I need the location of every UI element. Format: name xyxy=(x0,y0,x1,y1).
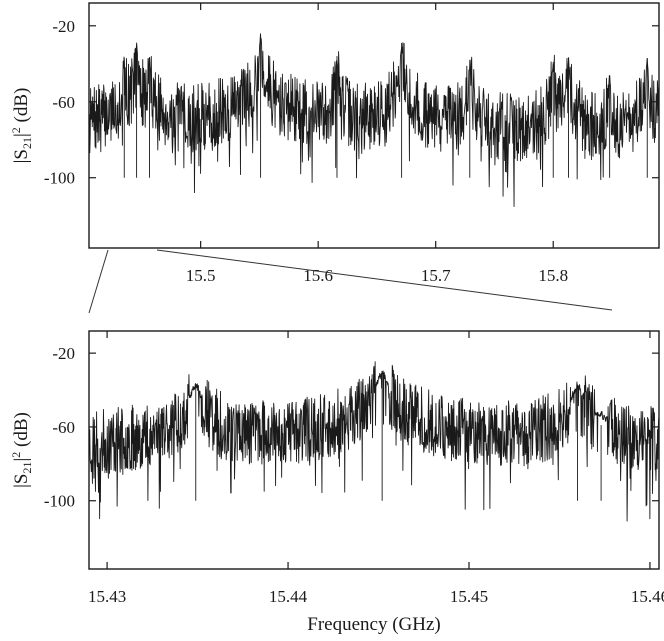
x-tick-label: 15.43 xyxy=(88,587,126,606)
top-y-axis-label: |S21|2 (dB) xyxy=(9,88,34,164)
zoom-connector-right xyxy=(156,249,613,311)
bottom-y-axis-label: |S21|2 (dB) xyxy=(9,412,34,488)
x-tick-label: 15.46 xyxy=(631,587,664,606)
y-tick-label: -100 xyxy=(44,492,75,511)
zoom-connector-left xyxy=(88,249,109,314)
x-tick-label: 15.5 xyxy=(186,266,216,285)
bottom-plot-frame xyxy=(88,330,660,570)
top-panel: -20 -60 -100 15.5 15.6 15.7 15.8 |S21|2 (dB) xyxy=(9,2,660,285)
transmission-trace xyxy=(89,34,659,207)
y-tick-label: -20 xyxy=(52,344,75,363)
x-tick-label: 15.7 xyxy=(421,266,451,285)
y-tick-label: -20 xyxy=(52,17,75,36)
y-tick-label: -60 xyxy=(52,93,75,112)
y-tick-label: -100 xyxy=(44,169,75,188)
transmission-trace xyxy=(89,361,659,522)
x-tick-label: 15.44 xyxy=(269,587,308,606)
x-tick-label: 15.45 xyxy=(450,587,488,606)
x-tick-label: 15.8 xyxy=(538,266,568,285)
x-axis-title: Frequency (GHz) xyxy=(307,614,440,635)
y-tick-label: -60 xyxy=(52,418,75,437)
top-plot-frame xyxy=(88,2,660,249)
bottom-panel: -20 -60 -100 15.43 15.44 15.45 15.46 |S21|2 (… xyxy=(9,330,664,635)
x-tick-label: 15.6 xyxy=(303,266,333,285)
